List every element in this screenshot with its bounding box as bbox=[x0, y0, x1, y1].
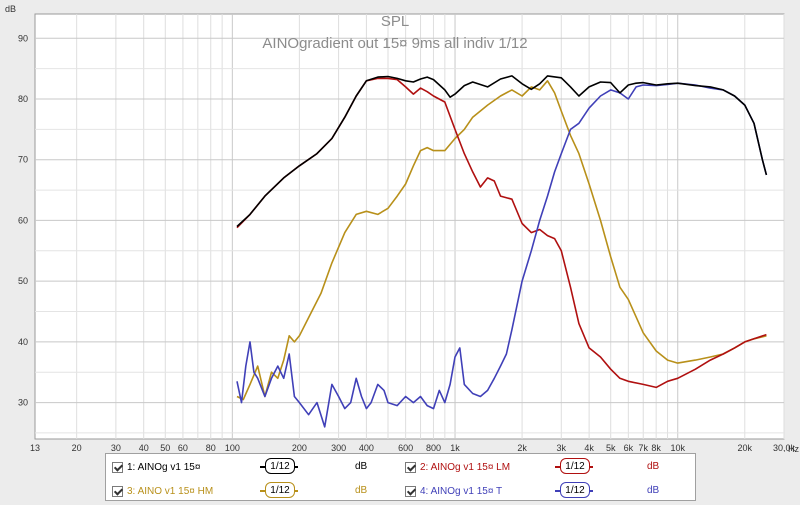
legend-unit-3: dB bbox=[355, 485, 368, 496]
x-tick-label: 40 bbox=[139, 443, 149, 452]
legend-item-2[interactable]: 2: AINOg v1 15¤ LM bbox=[405, 459, 510, 475]
x-tick-label: 3k bbox=[557, 443, 567, 452]
legend: 1: AINOg v1 15¤ 1/12 dB 2: AINOg v1 15¤ … bbox=[105, 453, 696, 501]
series-line-4 bbox=[236, 82, 768, 428]
legend-label-2: 2: AINOg v1 15¤ LM bbox=[420, 461, 511, 473]
smoothing-value-3: 1/12 bbox=[270, 484, 290, 496]
x-tick-label: 7k bbox=[638, 443, 648, 452]
legend-label-1: 1: AINOg v1 15¤ bbox=[127, 461, 201, 473]
x-tick-label: 5k bbox=[606, 443, 616, 452]
legend-unit-1: dB bbox=[355, 461, 368, 472]
legend-label-4: 4: AINOg v1 15¤ T bbox=[420, 485, 503, 497]
y-tick-labels: 30 40 50 60 70 80 90 bbox=[18, 33, 28, 407]
spl-chart: 30 40 50 60 70 80 90 13 20 30 40 50 60 80 100 200 300 40… bbox=[5, 4, 799, 452]
legend-item-1[interactable]: 1: AINOg v1 15¤ bbox=[112, 459, 200, 475]
checkbox-icon[interactable] bbox=[405, 461, 416, 473]
x-tick-label: 600 bbox=[398, 443, 413, 452]
y-axis-unit-label: dB bbox=[5, 4, 16, 14]
x-tick-labels: 13 20 30 40 50 60 80 100 200 300 400 600 800 1k 2k 3k 4k… bbox=[30, 443, 796, 452]
y-tick-label: 40 bbox=[18, 337, 28, 347]
series-line-3 bbox=[236, 80, 767, 401]
x-tick-label: 800 bbox=[426, 443, 441, 452]
y-tick-label: 90 bbox=[18, 33, 28, 43]
y-tick-label: 60 bbox=[18, 215, 28, 225]
x-tick-label: 400 bbox=[359, 443, 374, 452]
x-tick-label: 20k bbox=[738, 443, 753, 452]
chart-subtitle: AINOgradient out 15¤ 9ms all indiv 1/12 bbox=[262, 35, 527, 52]
smoothing-value-4: 1/12 bbox=[565, 484, 585, 496]
smoothing-badge-1[interactable]: 1/12 bbox=[265, 458, 295, 474]
legend-item-3[interactable]: 3: AINO v1 15¤ HM bbox=[112, 483, 213, 499]
legend-item-4[interactable]: 4: AINOg v1 15¤ T bbox=[405, 483, 502, 499]
smoothing-badge-4[interactable]: 1/12 bbox=[560, 482, 590, 498]
checkbox-icon[interactable] bbox=[405, 485, 416, 497]
x-tick-label: 13 bbox=[30, 443, 40, 452]
checkbox-icon[interactable] bbox=[112, 485, 123, 497]
x-tick-label: 10k bbox=[670, 443, 685, 452]
series-layer bbox=[236, 75, 768, 428]
smoothing-value-1: 1/12 bbox=[270, 460, 290, 472]
x-tick-label: 100 bbox=[225, 443, 240, 452]
x-tick-label: 60 bbox=[178, 443, 188, 452]
plot-area bbox=[34, 13, 785, 440]
y-tick-label: 30 bbox=[18, 398, 28, 408]
x-tick-label: 4k bbox=[584, 443, 594, 452]
x-tick-label: 20 bbox=[72, 443, 82, 452]
legend-label-3: 3: AINO v1 15¤ HM bbox=[127, 485, 214, 497]
x-tick-label: 1k bbox=[450, 443, 460, 452]
y-tick-label: 80 bbox=[18, 94, 28, 104]
y-tick-label: 70 bbox=[18, 155, 28, 165]
chart-title: SPL bbox=[381, 13, 409, 30]
x-tick-label: 80 bbox=[206, 443, 216, 452]
smoothing-badge-2[interactable]: 1/12 bbox=[560, 458, 590, 474]
smoothing-value-2: 1/12 bbox=[565, 460, 585, 472]
y-tick-label: 50 bbox=[18, 276, 28, 286]
legend-unit-2: dB bbox=[647, 461, 660, 472]
horizontal-grid bbox=[35, 37, 784, 434]
x-tick-label: 30,0k bbox=[773, 443, 796, 452]
checkbox-icon[interactable] bbox=[112, 461, 123, 473]
smoothing-badge-3[interactable]: 1/12 bbox=[265, 482, 295, 498]
x-tick-label: 30 bbox=[111, 443, 121, 452]
x-tick-label: 200 bbox=[292, 443, 307, 452]
x-axis-unit-label: Hz bbox=[788, 444, 799, 452]
x-tick-label: 50 bbox=[160, 443, 170, 452]
x-tick-label: 300 bbox=[331, 443, 346, 452]
legend-unit-4: dB bbox=[647, 485, 660, 496]
x-tick-label: 8k bbox=[651, 443, 661, 452]
vertical-grid bbox=[76, 14, 785, 439]
series-line-1 bbox=[236, 75, 768, 228]
x-tick-label: 2k bbox=[517, 443, 527, 452]
x-tick-label: 6k bbox=[624, 443, 634, 452]
